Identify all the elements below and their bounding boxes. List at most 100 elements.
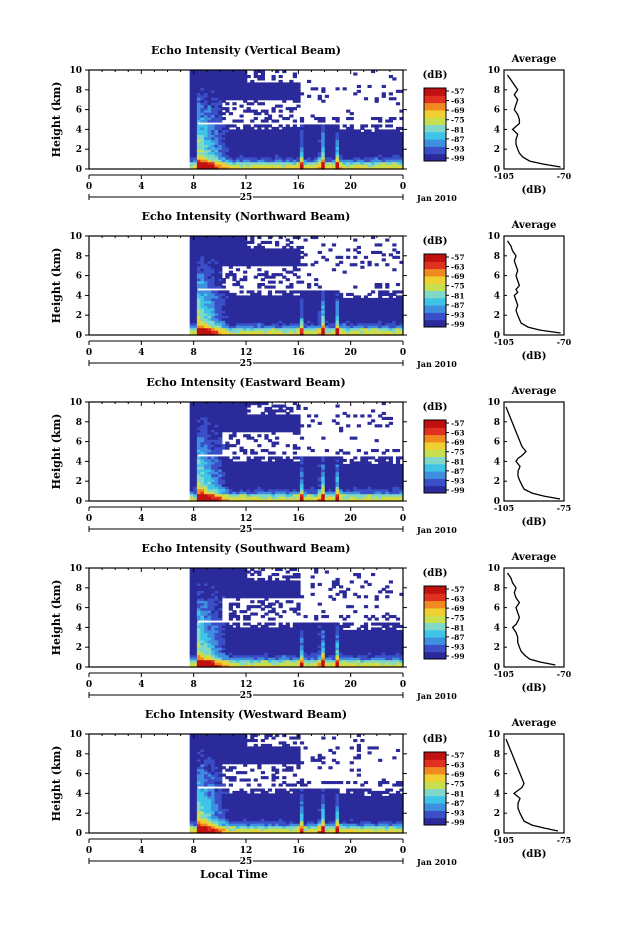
heatmap-cell (285, 131, 290, 135)
heatmap-cell (243, 134, 248, 138)
heatmap-cell (299, 481, 305, 485)
heatmap-cell (243, 491, 248, 495)
heatmap-cell (257, 481, 262, 485)
heatmap-cell (193, 402, 198, 406)
heatmap-cell (211, 330, 216, 334)
heatmap-cell (250, 92, 255, 96)
heatmap-cell (250, 154, 255, 158)
heatmap-cell (260, 156, 265, 160)
heatmap-cell (314, 117, 319, 121)
heatmap-cell (307, 471, 312, 475)
heatmap-cell (307, 285, 312, 289)
heatmap-cell (360, 312, 365, 316)
heatmap-cell (196, 273, 202, 277)
heatmap-cell (374, 424, 379, 428)
heatmap-cell (289, 466, 294, 470)
heatmap-cell (339, 161, 344, 165)
heatmap-cell (253, 99, 258, 103)
heatmap-cell (314, 126, 319, 130)
heatmap-cell (228, 458, 233, 462)
heatmap-cell (221, 112, 226, 116)
heatmap-cell (275, 119, 280, 123)
heatmap-cell (218, 456, 223, 460)
heatmap-cell (278, 302, 283, 306)
heatmap-cell (239, 290, 244, 294)
heatmap-cell (388, 322, 393, 326)
heatmap-cell (221, 315, 226, 319)
heatmap-cell (264, 300, 269, 304)
heatmap-cell (360, 305, 365, 309)
heatmap-cell (363, 478, 369, 482)
heatmap-cell (275, 70, 280, 74)
x-tick-label: 8 (191, 514, 197, 524)
heatmap-cell (232, 124, 237, 128)
heatmap-cell (232, 161, 237, 165)
heatmap-cell (235, 75, 241, 79)
heatmap-cell (235, 317, 241, 321)
heatmap-cell (200, 114, 205, 118)
heatmap-cell (324, 156, 329, 160)
heatmap-cell (342, 312, 347, 316)
heatmap-cell (193, 461, 198, 465)
heatmap-cell (388, 151, 393, 155)
heatmap-cell (196, 141, 202, 145)
heatmap-cell (395, 305, 401, 309)
heatmap-cell (328, 468, 333, 472)
heatmap-cell (239, 79, 244, 83)
heatmap-cell (211, 498, 216, 502)
heatmap-cell (218, 476, 223, 480)
heatmap-cell (371, 317, 376, 321)
heatmap-cell (378, 300, 383, 304)
heatmap-cell (228, 424, 233, 428)
heatmap-cell (207, 297, 212, 301)
heatmap-cell (335, 154, 340, 158)
heatmap-cell (317, 481, 322, 485)
heatmap-cell (346, 488, 351, 492)
heatmap-cell (331, 325, 337, 329)
heatmap-cell (264, 119, 269, 123)
heatmap-cell (243, 471, 248, 475)
heatmap-cell (282, 493, 287, 497)
heatmap-cell (196, 243, 202, 247)
heatmap-cell (253, 263, 258, 267)
heatmap-cell (317, 129, 322, 133)
heatmap-cell (214, 70, 219, 74)
heatmap-cell (232, 325, 237, 329)
heatmap-cell (257, 124, 262, 128)
heatmap-cell (346, 322, 351, 326)
heatmap-cell (353, 139, 358, 143)
heatmap-cell (399, 295, 404, 299)
heatmap-cell (225, 159, 230, 163)
heatmap-cell (235, 468, 241, 472)
heatmap-cell (282, 151, 287, 155)
heatmap-cell (346, 129, 351, 133)
heatmap-cell (307, 498, 312, 502)
heatmap-cell (363, 473, 369, 477)
heatmap-cell (353, 327, 358, 331)
heatmap-cell (260, 471, 265, 475)
heatmap-cell (367, 488, 372, 492)
heatmap-cell (221, 285, 226, 289)
heatmap-cell (250, 159, 255, 163)
heatmap-cell (296, 146, 301, 150)
heatmap-cell (232, 406, 237, 410)
heatmap-cell (353, 332, 358, 336)
heatmap-cell (225, 332, 230, 336)
heatmap-cell (225, 84, 230, 88)
heatmap-cell (211, 92, 216, 96)
heatmap-cell (282, 295, 287, 299)
heatmap-cell (193, 131, 198, 135)
heatmap-cell (296, 280, 301, 284)
heatmap-cell (278, 161, 283, 165)
heatmap-cell (278, 458, 283, 462)
heatmap-cell (239, 250, 244, 254)
heatmap-cell (211, 144, 216, 148)
heatmap-cell (204, 307, 209, 311)
heatmap-cell (207, 496, 212, 500)
heatmap-cell (324, 468, 329, 472)
heatmap-cell (218, 102, 223, 106)
heatmap-cell (257, 253, 262, 257)
heatmap-cell (381, 84, 386, 88)
heatmap-cell (214, 461, 219, 465)
heatmap-cell (204, 320, 209, 324)
